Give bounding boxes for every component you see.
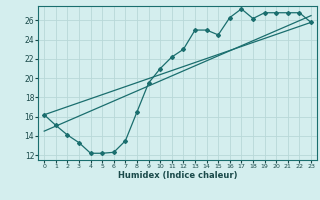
X-axis label: Humidex (Indice chaleur): Humidex (Indice chaleur) (118, 171, 237, 180)
